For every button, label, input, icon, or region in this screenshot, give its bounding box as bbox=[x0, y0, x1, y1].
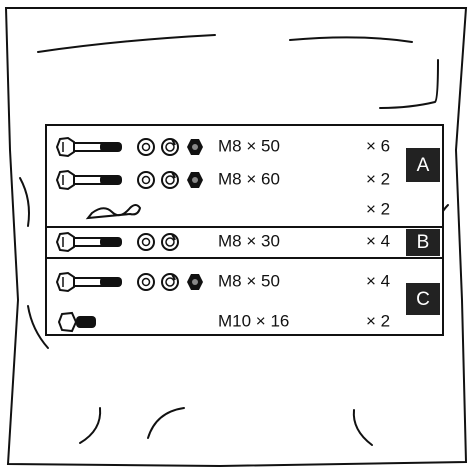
spec: M8 × 60 bbox=[218, 169, 280, 188]
group-label: B bbox=[417, 232, 430, 253]
quantities: × 6 × 2 × 2 × 4 × 4 × 2 bbox=[366, 136, 390, 330]
spec: M8 × 30 bbox=[218, 231, 280, 250]
spec: M8 × 50 bbox=[218, 136, 280, 155]
quantity: × 6 bbox=[366, 136, 390, 155]
quantity: × 4 bbox=[366, 271, 390, 290]
parts-table bbox=[45, 124, 444, 336]
label-box bbox=[406, 229, 440, 256]
group-labels: A B C bbox=[406, 148, 440, 315]
quantity: × 2 bbox=[366, 199, 390, 218]
label-box bbox=[406, 283, 440, 315]
specs: M8 × 50 M8 × 60 M8 × 30 M8 × 50 M10 × 16 bbox=[218, 136, 289, 330]
quantity: × 2 bbox=[366, 311, 390, 330]
group-label: A bbox=[417, 155, 430, 176]
group-label: C bbox=[416, 289, 430, 310]
spec: M8 × 50 bbox=[218, 271, 280, 290]
quantity: × 4 bbox=[366, 231, 390, 250]
spec: M10 × 16 bbox=[218, 311, 289, 330]
part-icons bbox=[56, 137, 203, 333]
quantity: × 2 bbox=[366, 169, 390, 188]
label-box bbox=[406, 148, 440, 182]
